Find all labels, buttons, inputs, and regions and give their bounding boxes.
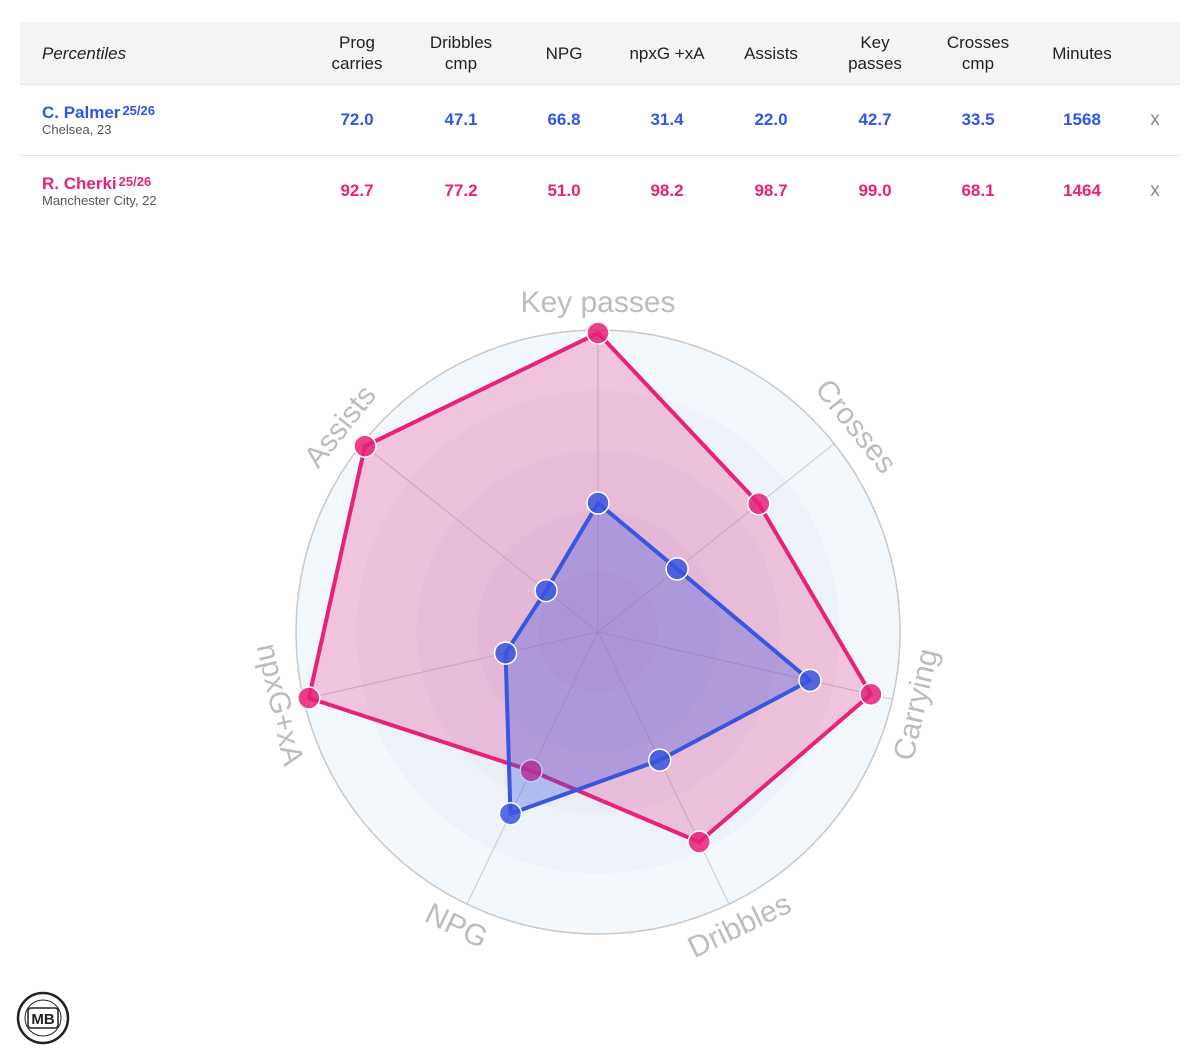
column-header[interactable]: Crosses cmp [946, 33, 1010, 73]
radar-point [798, 668, 822, 693]
column-header[interactable]: npxG +xA [629, 43, 705, 63]
stat-value: 1568 [1063, 110, 1101, 129]
remove-player-button[interactable]: x [1150, 109, 1160, 130]
radar-point [586, 321, 610, 345]
stat-value: 22.0 [754, 110, 788, 129]
radar-point [647, 748, 672, 772]
column-header[interactable]: Dribbles cmp [429, 33, 493, 73]
stat-value: 66.8 [547, 110, 581, 129]
radar-point [493, 641, 518, 665]
column-header[interactable]: Prog carries [331, 33, 383, 73]
radar-point [519, 759, 543, 783]
stat-value: 77.2 [444, 181, 478, 200]
radar-spoke [597, 443, 835, 633]
stat-value: 51.0 [547, 181, 581, 200]
stat-value: 47.1 [444, 110, 478, 129]
radar-point [353, 434, 377, 458]
radar-point [747, 492, 771, 516]
stat-value: 42.7 [858, 110, 892, 129]
column-header[interactable]: Assists [744, 43, 798, 63]
radar-point [687, 830, 711, 854]
stat-value: 72.0 [340, 110, 374, 129]
radar-series-area [503, 501, 812, 816]
svg-text:MB: MB [31, 1011, 54, 1028]
stat-value: 98.7 [754, 181, 788, 200]
stat-value: 68.1 [961, 181, 995, 200]
percentile-table: Percentiles Prog carries Dribbles cmp NPG npx… [20, 22, 1180, 226]
radar-series [297, 321, 883, 854]
percentiles-header: Percentiles [42, 43, 127, 63]
player-name[interactable]: C. Palmer 25/26 [42, 103, 155, 122]
radar-point [586, 491, 610, 515]
player-name[interactable]: R. Cherki 25/26 [42, 174, 152, 193]
table-header: Percentiles Prog carries Dribbles cmp NPG npx… [20, 22, 1180, 85]
stat-value: 98.2 [650, 181, 684, 200]
column-header[interactable]: Minutes [1052, 43, 1112, 63]
column-header[interactable]: NPG [545, 43, 583, 63]
radar-point [297, 686, 321, 710]
stat-value: 1464 [1063, 181, 1101, 200]
radar-spoke [597, 631, 893, 700]
stat-value: 31.4 [650, 110, 684, 129]
player-club-age: Chelsea, 23 [42, 122, 112, 137]
remove-player-button[interactable]: x [1150, 180, 1160, 201]
player-row-palmer: C. Palmer 25/26 Chelsea, 23 x 72.0 47.1 66.… [20, 85, 1180, 156]
player-row-cherki: R. Cherki 25/26 Manchester City, 22 x 92.… [20, 156, 1180, 226]
radar-series-area [306, 331, 873, 845]
stat-value: 99.0 [858, 181, 892, 200]
radar-point [665, 557, 689, 581]
stat-value: 92.7 [340, 181, 374, 200]
radar-spoke [303, 631, 599, 700]
column-header[interactable]: Key passes [848, 33, 902, 73]
radar-point [859, 682, 883, 707]
player-club-age: Manchester City, 22 [42, 193, 157, 208]
radar-point [498, 802, 523, 826]
radar-axis-label: Key passes [520, 286, 675, 319]
logo: MB [16, 991, 70, 1045]
radar-spoke [361, 443, 599, 633]
stat-value: 33.5 [961, 110, 995, 129]
radar-point [534, 578, 558, 603]
